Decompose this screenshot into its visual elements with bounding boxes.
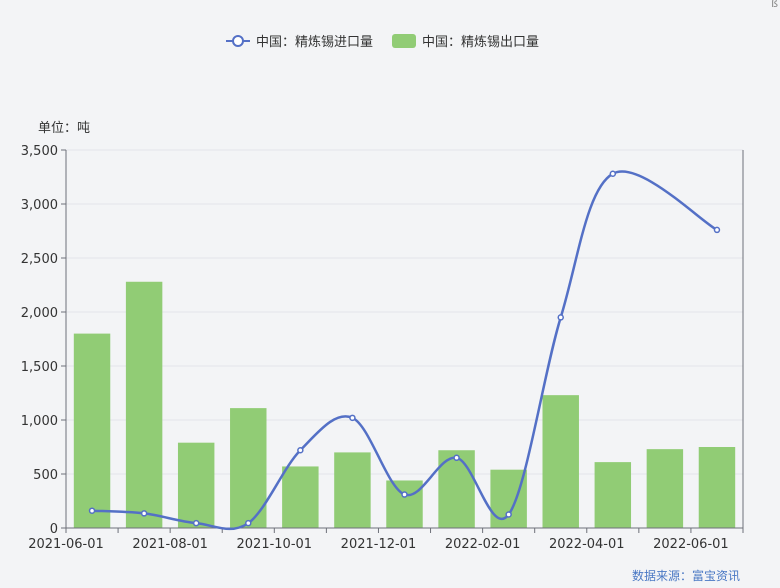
bar <box>282 466 319 528</box>
legend-line-marker <box>232 35 244 47</box>
bar <box>334 452 371 528</box>
line-point <box>505 511 512 518</box>
import-line-path <box>91 170 718 531</box>
bar <box>230 408 267 528</box>
export-bars <box>73 281 736 528</box>
bar <box>594 462 632 528</box>
bar <box>73 333 111 528</box>
line-point <box>245 519 252 527</box>
bar <box>698 447 736 528</box>
y-tick-labels: 0 500 1,000 1,500 2,000 2,500 3,000 3,500 <box>21 144 58 537</box>
bar <box>542 395 579 528</box>
x-tick-labels: 2021-06-01 2021-08-01 2021-10-01 2021-12-01… <box>28 537 728 552</box>
y-tick-label: 1,000 <box>21 414 58 429</box>
x-tick-label: 2021-06-01 <box>28 537 104 552</box>
line-point <box>192 519 200 527</box>
data-source: 数据来源：富宝资讯 <box>631 569 740 583</box>
legend[interactable]: 中国：精炼锡进口量 中国：精炼锡出口量 <box>226 34 539 50</box>
line-point <box>401 491 408 498</box>
x-tick-label: 2022-06-01 <box>653 537 729 552</box>
x-tick-label: 2021-12-01 <box>341 537 417 552</box>
import-line <box>88 170 721 531</box>
x-tick-label: 2021-08-01 <box>132 537 208 552</box>
y-tick-label: 500 <box>33 468 58 483</box>
y-tick-label: 0 <box>50 522 58 537</box>
line-point <box>609 170 617 178</box>
line-point <box>557 314 564 321</box>
bar <box>177 442 215 528</box>
y-tick-label: 2,000 <box>21 306 58 321</box>
line-point <box>297 446 304 454</box>
x-tick-label: 2021-10-01 <box>237 537 313 552</box>
bar <box>125 281 163 528</box>
y-tick-label: 2,500 <box>21 252 58 267</box>
bar <box>646 449 684 528</box>
line-point <box>453 454 460 462</box>
y-axis-unit-label: 单位：吨 <box>38 121 90 136</box>
line-point <box>713 226 721 234</box>
line-point <box>88 507 96 514</box>
line-point <box>349 414 356 422</box>
bar <box>490 469 527 528</box>
legend-item-export: 中国：精炼锡出口量 <box>422 35 539 50</box>
y-tick-label: 1,500 <box>21 360 58 375</box>
y-tick-label: 3,500 <box>21 144 58 159</box>
corner-mark: ß <box>771 0 778 10</box>
axes <box>61 149 744 533</box>
line-point <box>140 510 148 517</box>
x-tick-label: 2022-04-01 <box>549 537 625 552</box>
legend-item-import: 中国：精炼锡进口量 <box>256 35 373 50</box>
x-tick-label: 2022-02-01 <box>445 537 521 552</box>
grid-lines <box>66 149 743 475</box>
y-tick-label: 3,000 <box>21 198 58 213</box>
bar <box>386 480 423 528</box>
legend-bar-swatch <box>392 34 416 48</box>
